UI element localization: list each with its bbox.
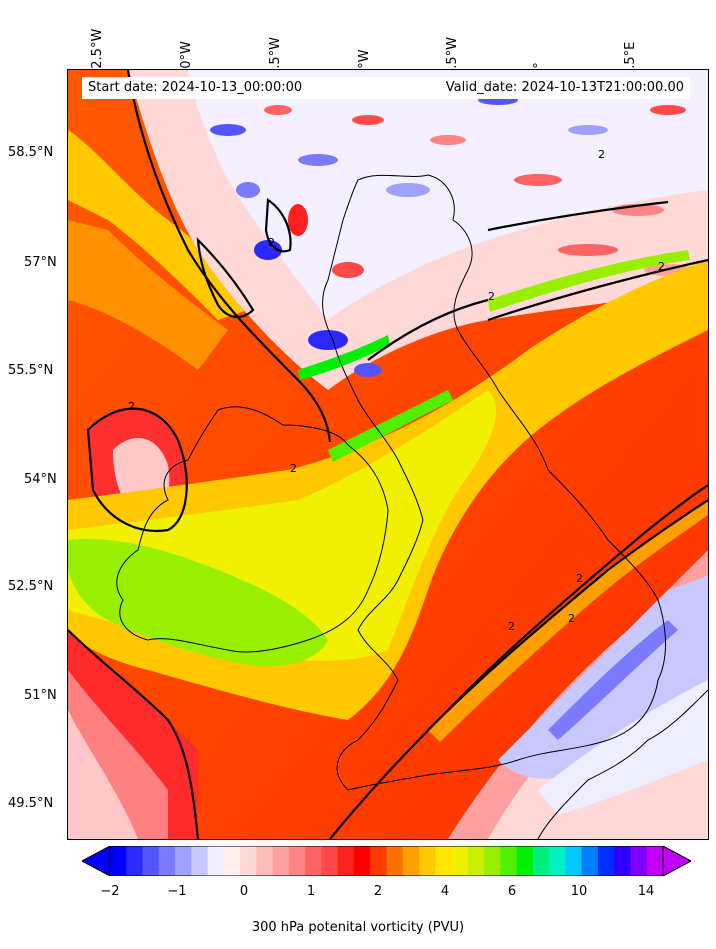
contour-label: 2 [128, 400, 135, 413]
colorbar-cell [646, 846, 664, 876]
colorbar-cell [532, 846, 550, 876]
colorbar-over-arrow [662, 846, 691, 876]
colorbar-cell [419, 846, 436, 876]
cbar-tick-2: 2 [373, 884, 383, 899]
colorbar-cell [110, 846, 127, 876]
lat-label-51N: 51°N [24, 688, 57, 703]
lat-label-54N: 54°N [24, 472, 57, 487]
lat-label-55.5N: 55.5°N [8, 363, 54, 378]
cbar-tick-10: 10 [570, 884, 588, 899]
cbar-tick-m1: −1 [167, 884, 187, 899]
colorbar-cell [402, 846, 420, 876]
cbar-tick-4: 4 [440, 884, 450, 899]
pv-field-svg: 2 2 2 2 2 2 2 2 2 [68, 70, 708, 839]
colorbar-cell [240, 846, 257, 876]
colorbar-cell [500, 846, 518, 876]
colorbar-cell [337, 846, 355, 876]
colorbar-outline [109, 846, 664, 876]
cbar-tick-m2: −2 [100, 884, 120, 899]
cbar-tick-14: 14 [637, 884, 655, 899]
coastline-great-britain [322, 174, 666, 791]
colorbar-cell [288, 846, 306, 876]
contour-label: 2 [576, 572, 583, 585]
colorbar-cell [321, 846, 339, 876]
pv-noise-blobs [210, 95, 692, 377]
cbar-tick-0: 0 [239, 884, 249, 899]
pv-streak-green-3 [488, 250, 690, 312]
colorbar-under-arrow [82, 846, 111, 876]
pv-contour-labels: 2 2 2 2 2 2 2 2 2 [128, 148, 665, 633]
colorbar-cell [158, 846, 176, 876]
contour-label: 2 [568, 612, 575, 625]
coastline-continent [537, 689, 708, 839]
colorbar-cells [110, 846, 664, 876]
start-date-label: Start date: 2024-10-13_00:00:00 [88, 80, 303, 95]
colorbar-cell [305, 846, 323, 876]
cbar-tick-6: 6 [507, 884, 517, 899]
pv-tongue-green [68, 539, 328, 667]
colorbar [82, 846, 691, 876]
colorbar-cell [581, 846, 599, 876]
colorbar-cell [126, 846, 144, 876]
colorbar-cell [223, 846, 241, 876]
colorbar-cell [630, 846, 648, 876]
contour-label: 2 [268, 236, 275, 249]
colorbar-cell [549, 846, 567, 876]
pv-streak-green-2 [298, 335, 390, 380]
contour-label: 2 [508, 620, 515, 633]
colorbar-cell [207, 846, 225, 876]
colorbar-cell [614, 846, 632, 876]
lat-label-57N: 57°N [24, 255, 57, 270]
colorbar-cell [370, 846, 388, 876]
colorbar-cell [597, 846, 615, 876]
pv-streak-green-1 [328, 390, 453, 462]
lat-label-49.5N: 49.5°N [8, 796, 54, 811]
pv-region-sw-light [68, 710, 138, 839]
colorbar-cell [175, 846, 192, 876]
colorbar-cell [353, 846, 371, 876]
colorbar-cell [467, 846, 485, 876]
colorbar-cell [565, 846, 583, 876]
colorbar-cell [386, 846, 404, 876]
colorbar-cell [256, 846, 274, 876]
colorbar-cell [142, 846, 160, 876]
colorbar-cell [272, 846, 290, 876]
pv-map: 2 2 2 2 2 2 2 2 2 [67, 69, 709, 840]
colorbar-cell [451, 846, 469, 876]
pv-band-nw-light [68, 220, 228, 370]
date-info-bar: Start date: 2024-10-13_00:00:00 Valid_da… [82, 77, 690, 99]
pv-2-contours [68, 70, 708, 839]
colorbar-cell [516, 846, 534, 876]
contour-label: 2 [598, 148, 605, 161]
valid-date-label: Valid_date: 2024-10-13T21:00:00.00 [445, 80, 684, 95]
cbar-tick-1: 1 [306, 884, 316, 899]
colorbar-cell [191, 846, 209, 876]
colorbar-cell [435, 846, 453, 876]
pv-region-se-white [538, 680, 708, 815]
contour-label: 2 [658, 260, 665, 273]
pv-streak-se-orange [428, 500, 708, 742]
lat-label-52.5N: 52.5°N [8, 579, 54, 594]
colorbar-cell [484, 846, 501, 876]
colorbar-title: 300 hPa potenital vorticity (PVU) [251, 920, 465, 935]
contour-label: 2 [488, 290, 495, 303]
lat-label-58.5N: 58.5°N [8, 145, 54, 160]
contour-label: 2 [290, 462, 297, 475]
coastlines [116, 174, 708, 839]
pv-region-se-blue-deep [548, 620, 678, 740]
coastline-ireland [116, 406, 389, 653]
